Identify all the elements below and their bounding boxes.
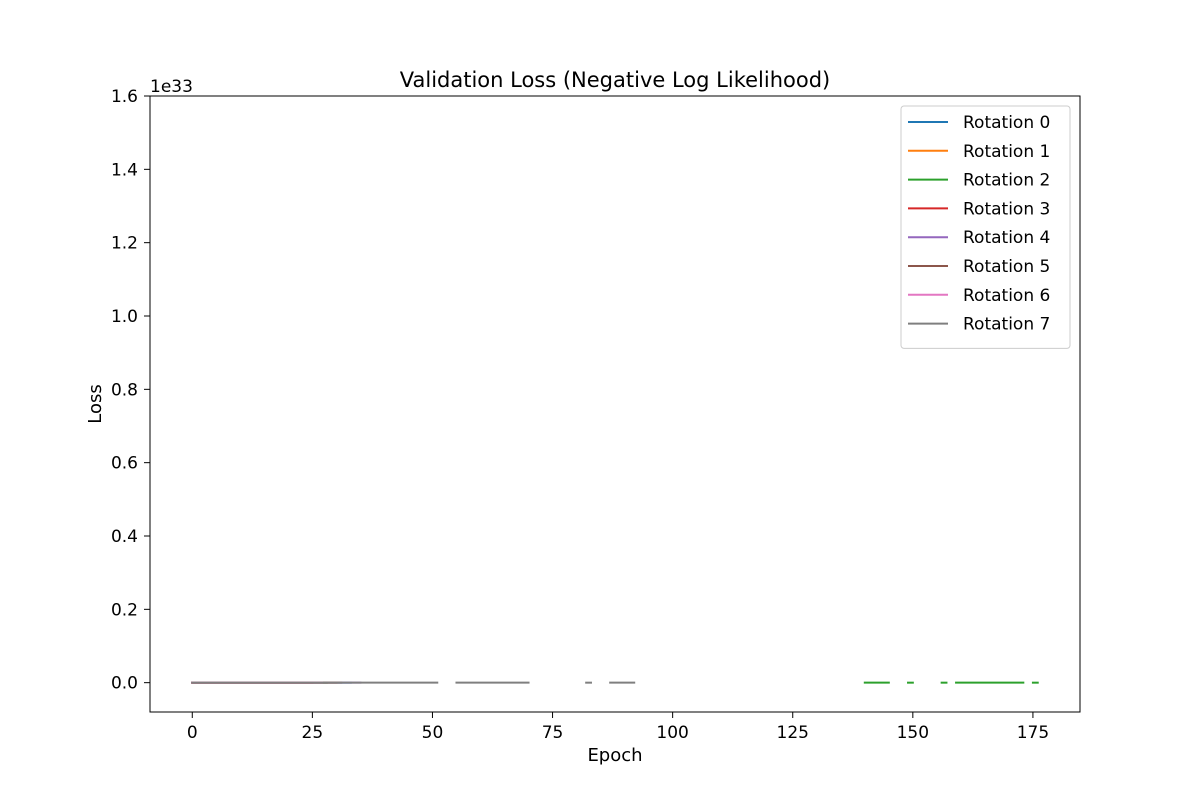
legend-label: Rotation 5 bbox=[963, 257, 1050, 277]
x-axis-label: Epoch bbox=[587, 745, 642, 766]
legend-item: Rotation 0 bbox=[908, 113, 1050, 133]
x-tick-label: 175 bbox=[1017, 723, 1049, 743]
legend-item: Rotation 3 bbox=[908, 199, 1050, 219]
legend-item: Rotation 6 bbox=[908, 286, 1050, 306]
x-tick-label: 150 bbox=[897, 723, 929, 743]
legend: Rotation 0 Rotation 1 Rotation 2 Rotation 3… bbox=[900, 105, 1071, 349]
legend-label: Rotation 6 bbox=[963, 286, 1050, 306]
y-tick-label: 0.2 bbox=[111, 600, 138, 620]
x-tick-label: 75 bbox=[542, 723, 564, 743]
legend-item: Rotation 5 bbox=[908, 257, 1050, 277]
x-tick-label: 0 bbox=[187, 723, 198, 743]
chart-title: Validation Loss (Negative Log Likelihood… bbox=[400, 68, 830, 92]
x-tick-label: 50 bbox=[422, 723, 444, 743]
legend-item: Rotation 1 bbox=[908, 142, 1050, 162]
legend-item: Rotation 2 bbox=[908, 171, 1050, 191]
y-tick-label: 0.0 bbox=[111, 674, 138, 694]
legend-item: Rotation 7 bbox=[908, 315, 1050, 335]
x-axis: 0 25 50 75 100 125 150 175 bbox=[187, 712, 1049, 743]
x-tick-label: 125 bbox=[777, 723, 809, 743]
y-tick-label: 0.4 bbox=[111, 527, 138, 547]
y-tick-label: 1.0 bbox=[111, 307, 138, 327]
plot-frame bbox=[149, 95, 1081, 713]
y-tick-label: 1.4 bbox=[111, 160, 138, 180]
y-tick-label: 0.6 bbox=[111, 454, 138, 474]
legend-label: Rotation 1 bbox=[963, 142, 1050, 162]
x-tick-label: 25 bbox=[302, 723, 324, 743]
legend-label: Rotation 4 bbox=[963, 228, 1050, 248]
legend-box bbox=[900, 105, 1071, 349]
y-offset-label: 1e33 bbox=[150, 77, 193, 97]
legend-label: Rotation 3 bbox=[963, 199, 1050, 219]
y-axis-label: Loss bbox=[85, 384, 106, 423]
y-tick-label: 1.6 bbox=[111, 87, 138, 107]
legend-item: Rotation 4 bbox=[908, 228, 1050, 248]
y-tick-label: 1.2 bbox=[111, 234, 138, 254]
y-axis: 0.0 0.2 0.4 0.6 0.8 1.0 1.2 1.4 1.6 bbox=[111, 87, 150, 694]
y-tick-label: 0.8 bbox=[111, 380, 138, 400]
legend-label: Rotation 7 bbox=[963, 315, 1050, 335]
legend-label: Rotation 0 bbox=[963, 113, 1050, 133]
legend-label: Rotation 2 bbox=[963, 171, 1050, 191]
x-tick-label: 100 bbox=[656, 723, 688, 743]
